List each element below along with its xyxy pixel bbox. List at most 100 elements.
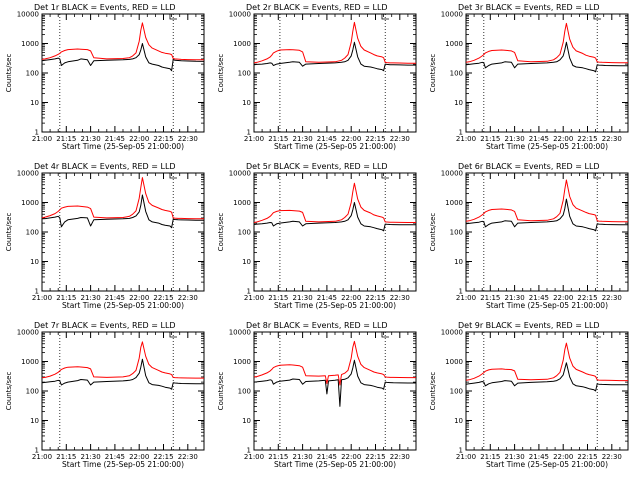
plot-frame <box>253 172 417 292</box>
y-axis-label: Counts/sec <box>429 213 437 252</box>
x-tick-label: 22:15 <box>365 453 385 461</box>
series-line-events <box>41 358 204 390</box>
x-tick-label: 21:00 <box>456 294 476 302</box>
chart-title: Det 1r BLACK = Events, RED = LLD <box>34 3 176 12</box>
x-tick-label: 21:15 <box>56 135 76 143</box>
x-axis-label: Start Time (25-Sep-05 21:00:00) <box>62 460 184 469</box>
y-tick-label: 10000 <box>17 11 39 19</box>
x-tick-label: 21:45 <box>529 135 549 143</box>
chart-title: Det 8r BLACK = Events, RED = LLD <box>246 321 388 330</box>
y-tick-label: 1000 <box>233 199 251 207</box>
x-tick-label: 22:30 <box>602 294 622 302</box>
plot-frame <box>465 172 629 292</box>
bracket-mark <box>381 14 389 20</box>
chart-title: Det 6r BLACK = Events, RED = LLD <box>458 162 600 171</box>
series-line-lld <box>253 340 416 386</box>
bracket-mark <box>169 173 177 179</box>
x-tick-label: 22:00 <box>553 135 573 143</box>
chart-panel-5: Det 5r BLACK = Events, RED = LLD 1 10 100 10… <box>217 162 417 310</box>
series-line-events <box>465 41 628 73</box>
x-tick-label: 21:30 <box>505 135 525 143</box>
y-tick-label: 10000 <box>441 329 463 337</box>
y-tick-label: 1 <box>459 129 463 137</box>
bracket-mark <box>593 332 601 338</box>
x-tick-label: 22:30 <box>178 294 198 302</box>
y-axis-label: Counts/sec <box>429 372 437 411</box>
x-tick-label: 22:15 <box>577 294 597 302</box>
x-tick-label: 22:00 <box>341 135 361 143</box>
x-axis-label: Start Time (25-Sep-05 21:00:00) <box>274 142 396 151</box>
x-tick-label: 22:00 <box>129 135 149 143</box>
y-axis-label: Counts/sec <box>217 372 225 411</box>
y-tick-label: 10 <box>454 417 463 425</box>
y-tick-label: 1 <box>35 129 39 137</box>
y-tick-label: 10000 <box>229 170 251 178</box>
series-line-events <box>41 43 205 72</box>
chart-title: Det 7r BLACK = Events, RED = LLD <box>34 321 176 330</box>
x-tick-label: 22:30 <box>390 453 410 461</box>
x-tick-label: 22:30 <box>602 135 622 143</box>
chart-panel-8: Det 8r BLACK = Events, RED = LLD 1 10 100 10… <box>217 321 417 469</box>
x-tick-label: 21:00 <box>32 294 52 302</box>
bracket-mark <box>169 332 177 338</box>
x-tick-label: 22:15 <box>577 135 597 143</box>
y-axis-label: Counts/sec <box>5 213 13 252</box>
y-tick-label: 1 <box>459 288 463 296</box>
bracket-mark <box>381 173 389 179</box>
x-tick-label: 22:30 <box>390 135 410 143</box>
plot-frame <box>465 331 629 451</box>
x-tick-label: 21:15 <box>268 453 288 461</box>
x-axis-label: Start Time (25-Sep-05 21:00:00) <box>274 460 396 469</box>
y-tick-label: 1000 <box>445 40 463 48</box>
x-axis-label: Start Time (25-Sep-05 21:00:00) <box>62 301 184 310</box>
y-tick-label: 1 <box>247 129 251 137</box>
y-tick-label: 10 <box>30 417 39 425</box>
x-tick-label: 22:00 <box>129 453 149 461</box>
series-line-events <box>253 41 416 72</box>
bracket-mark <box>381 332 389 338</box>
x-tick-label: 21:00 <box>456 453 476 461</box>
y-tick-label: 1000 <box>233 358 251 366</box>
plot-frame <box>465 13 629 133</box>
x-tick-label: 22:15 <box>365 294 385 302</box>
y-tick-label: 1 <box>247 288 251 296</box>
x-tick-label: 21:30 <box>81 135 101 143</box>
x-tick-label: 21:00 <box>244 135 264 143</box>
chart-title: Det 4r BLACK = Events, RED = LLD <box>34 162 176 171</box>
x-tick-label: 21:45 <box>105 453 125 461</box>
x-tick-label: 22:15 <box>153 294 173 302</box>
series-line-lld <box>465 342 628 382</box>
x-tick-label: 22:00 <box>341 294 361 302</box>
y-tick-label: 1 <box>247 447 251 455</box>
y-tick-label: 10 <box>242 258 251 266</box>
series-line-events <box>41 194 205 229</box>
y-tick-label: 1000 <box>445 358 463 366</box>
plot-frame <box>253 331 417 451</box>
x-tick-label: 21:30 <box>81 453 101 461</box>
chart-panel-6: Det 6r BLACK = Events, RED = LLD 1 10 100 10… <box>429 162 629 310</box>
y-tick-label: 1 <box>35 288 39 296</box>
x-tick-label: 21:00 <box>32 453 52 461</box>
x-tick-label: 22:15 <box>153 453 173 461</box>
y-tick-label: 100 <box>26 229 39 237</box>
x-tick-label: 21:30 <box>505 294 525 302</box>
x-tick-label: 21:45 <box>529 294 549 302</box>
chart-panel-7: Det 7r BLACK = Events, RED = LLD 1 10 100 10… <box>5 321 205 469</box>
x-tick-label: 22:00 <box>553 453 573 461</box>
x-axis-label: Start Time (25-Sep-05 21:00:00) <box>486 301 608 310</box>
x-tick-label: 21:45 <box>317 294 337 302</box>
y-tick-label: 100 <box>450 388 463 396</box>
x-tick-label: 22:30 <box>390 294 410 302</box>
chart-title: Det 3r BLACK = Events, RED = LLD <box>458 3 600 12</box>
x-tick-label: 21:15 <box>268 294 288 302</box>
x-tick-label: 22:00 <box>341 453 361 461</box>
x-tick-label: 21:00 <box>244 453 264 461</box>
y-tick-label: 10 <box>242 99 251 107</box>
plot-frame <box>253 13 417 133</box>
chart-title: Det 5r BLACK = Events, RED = LLD <box>246 162 388 171</box>
x-tick-label: 22:15 <box>577 453 597 461</box>
x-tick-label: 21:45 <box>529 453 549 461</box>
series-line-lld <box>41 177 204 220</box>
plot-frame <box>41 13 205 133</box>
x-tick-label: 22:15 <box>365 135 385 143</box>
